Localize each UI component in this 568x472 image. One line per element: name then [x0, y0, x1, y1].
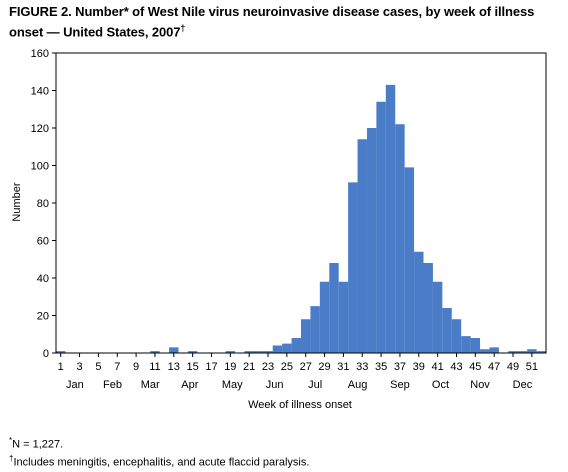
x-tick-label: 43	[450, 361, 462, 373]
footnote-mark: †	[9, 453, 14, 463]
bar-week-27	[301, 319, 311, 353]
figure-title-mark: †	[180, 23, 186, 33]
y-tick-label: 0	[43, 348, 49, 360]
x-tick-label: 41	[432, 361, 444, 373]
y-tick-label: 160	[31, 48, 49, 60]
month-label-jul: Jul	[308, 379, 322, 391]
x-tick-label: 5	[95, 361, 101, 373]
bar-week-52	[536, 351, 546, 353]
bar-week-49	[508, 351, 518, 353]
bar-week-40	[423, 263, 433, 353]
bar-week-35	[376, 101, 386, 353]
bar-week-25	[282, 343, 292, 353]
bar-week-51	[527, 349, 537, 353]
footnote-text: N = 1,227.	[12, 438, 64, 451]
bar-week-46	[480, 349, 490, 353]
plot-frame	[55, 52, 547, 354]
y-tick-label: 80	[37, 198, 49, 210]
bar-week-38	[404, 167, 415, 353]
bar-week-26	[291, 338, 301, 353]
x-axis-label: Week of illness onset	[248, 399, 352, 411]
bar-week-41	[432, 281, 443, 353]
footnote-text: Includes meningitis, encephalitis, and a…	[13, 456, 310, 469]
bar-week-36	[385, 84, 396, 353]
x-tick-label: 45	[469, 361, 481, 373]
bar-week-37	[395, 124, 405, 353]
month-label-dec: Dec	[513, 379, 533, 391]
x-tick-label: 19	[224, 361, 236, 373]
x-tick-label: 33	[356, 361, 368, 373]
figure-title: FIGURE 2. Number* of West Nile virus neu…	[9, 4, 561, 40]
x-tick-label: 29	[318, 361, 330, 373]
x-tick-label: 27	[300, 361, 312, 373]
footnote-dagger: †Includes meningitis, encephalitis, and …	[9, 452, 309, 470]
month-label-jan: Jan	[66, 379, 84, 391]
bar-week-47	[489, 347, 499, 353]
bar-week-15	[187, 351, 198, 353]
month-label-mar: Mar	[141, 379, 160, 391]
month-label-sep: Sep	[390, 379, 410, 391]
bar-week-1	[56, 351, 66, 353]
bar-week-43	[451, 319, 462, 353]
x-tick-label: 35	[375, 361, 387, 373]
month-label-may: May	[222, 379, 243, 391]
bar-week-24	[272, 345, 283, 353]
figure-title-text: FIGURE 2. Number* of West Nile virus neu…	[9, 4, 535, 40]
bar-week-34	[366, 128, 377, 353]
bar-week-39	[414, 251, 424, 353]
y-tick-label: 120	[31, 123, 49, 135]
bar-week-29	[319, 281, 330, 353]
footnote-n: *N = 1,227.	[9, 434, 309, 452]
y-tick-label: 40	[37, 273, 49, 285]
x-tick-label: 25	[281, 361, 293, 373]
x-tick-label: 37	[394, 361, 406, 373]
month-label-aug: Aug	[348, 379, 368, 391]
x-tick-label: 49	[507, 361, 519, 373]
bar-week-11	[150, 351, 160, 353]
bar-week-21	[244, 351, 254, 353]
x-tick-label: 3	[76, 361, 82, 373]
bar-week-19	[225, 351, 236, 353]
x-tick-label: 21	[243, 361, 255, 373]
y-tick-label: 60	[37, 236, 49, 248]
month-label-feb: Feb	[103, 379, 122, 391]
bar-week-31	[338, 281, 349, 353]
month-label-oct: Oct	[432, 379, 449, 391]
x-tick-label: 39	[413, 361, 425, 373]
month-label-nov: Nov	[470, 379, 490, 391]
month-label-apr: Apr	[181, 379, 198, 391]
x-tick-label: 7	[114, 361, 120, 373]
x-tick-label: 31	[337, 361, 349, 373]
bar-week-45	[470, 338, 481, 353]
x-tick-label: 23	[262, 361, 274, 373]
bar-week-42	[442, 308, 452, 353]
month-label-jun: Jun	[266, 379, 284, 391]
x-tick-label: 15	[187, 361, 199, 373]
bar-week-22	[253, 351, 264, 353]
bar-week-30	[329, 263, 339, 353]
footnotes: *N = 1,227. †Includes meningitis, enceph…	[9, 434, 309, 469]
bar-week-23	[263, 351, 273, 353]
y-tick-label: 140	[31, 86, 49, 98]
x-tick-label: 1	[58, 361, 64, 373]
y-tick-label: 20	[37, 311, 49, 323]
bar-week-32	[348, 182, 358, 353]
y-tick-label: 100	[31, 161, 49, 173]
bar-week-50	[517, 351, 528, 353]
x-tick-label: 9	[133, 361, 139, 373]
footnote-mark: *	[9, 436, 13, 445]
x-tick-label: 47	[488, 361, 500, 373]
y-axis-label: Number	[11, 182, 23, 221]
x-tick-label: 13	[168, 361, 180, 373]
bar-week-44	[461, 336, 471, 353]
x-tick-label: 17	[205, 361, 217, 373]
bar-week-33	[357, 139, 367, 353]
x-tick-label: 11	[149, 361, 160, 373]
x-tick-label: 51	[526, 361, 538, 373]
bar-week-13	[169, 347, 179, 353]
bar-week-28	[310, 306, 320, 353]
